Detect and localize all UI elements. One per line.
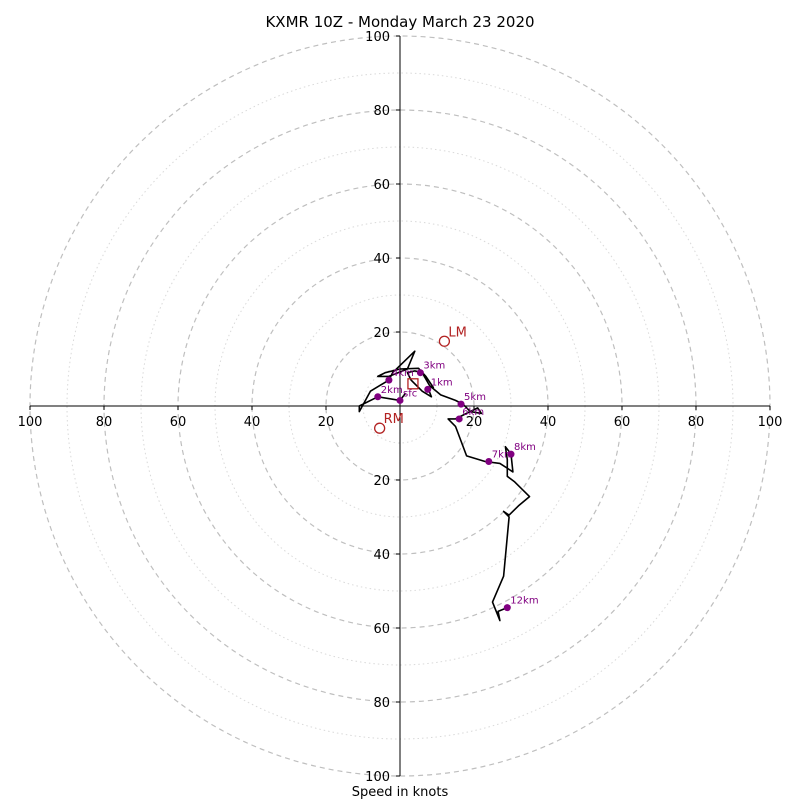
height-label-2km: 2km — [381, 385, 403, 396]
y-tick-label: 20 — [373, 474, 390, 489]
height-point-2km — [374, 393, 382, 401]
x-tick-label: 60 — [170, 415, 187, 430]
x-tick-label: 20 — [318, 415, 335, 430]
storm-motion-label-LM: LM — [448, 325, 466, 340]
height-label-8km: 8km — [514, 442, 536, 453]
storm-motion-label-RM: RM — [384, 412, 404, 427]
x-tick-label: 40 — [244, 415, 261, 430]
x-tick-label: 80 — [688, 415, 705, 430]
height-point-8km — [507, 450, 515, 458]
height-label-6km: 6km — [462, 407, 484, 418]
y-tick-label: 100 — [365, 30, 390, 45]
height-point-5km — [457, 400, 465, 408]
height-point-1km — [424, 385, 432, 393]
x-tick-label: 20 — [466, 415, 483, 430]
height-label-5km: 5km — [464, 392, 486, 403]
y-tick-label: 40 — [373, 252, 390, 267]
tick-labels: 100 80 60 40 20 20 40 60 80 100 100 80 60 40 20 20 40 60 8… — [18, 30, 783, 785]
storm-motion-markers: LM RM — [373, 325, 467, 434]
x-tick-label: 40 — [540, 415, 557, 430]
height-point-12km — [503, 604, 511, 612]
chart-title: KXMR 10Z - Monday March 23 2020 — [265, 13, 534, 31]
height-label-7km: 7km — [492, 450, 514, 461]
storm-mean-wind-marker — [407, 378, 419, 390]
y-tick-label: 40 — [373, 548, 390, 563]
storm-motion-marker-LM — [438, 335, 451, 347]
height-label-sfc: sfc — [403, 388, 417, 399]
y-tick-label: 100 — [365, 770, 390, 785]
y-tick-label: 20 — [373, 326, 390, 341]
y-tick-label: 60 — [373, 178, 390, 193]
height-point-4km — [385, 376, 393, 384]
x-axis-label: Speed in knots — [352, 785, 449, 800]
x-tick-label: 60 — [614, 415, 631, 430]
axes — [30, 36, 770, 776]
height-point-sfc — [396, 396, 404, 404]
y-tick-label: 80 — [373, 104, 390, 119]
y-tick-label: 60 — [373, 622, 390, 637]
storm-motion-marker-RM — [373, 422, 386, 434]
height-point-7km — [485, 458, 493, 465]
height-label-3km: 3km — [423, 361, 445, 372]
x-tick-label: 100 — [18, 415, 43, 430]
height-point-6km — [455, 415, 463, 423]
height-label-12km: 12km — [510, 596, 538, 607]
height-label-4km: 4km — [392, 368, 414, 379]
y-tick-label: 80 — [373, 696, 390, 711]
height-point-3km — [416, 369, 424, 377]
x-tick-label: 100 — [758, 415, 783, 430]
x-tick-label: 80 — [96, 415, 113, 430]
height-label-1km: 1km — [431, 377, 453, 388]
